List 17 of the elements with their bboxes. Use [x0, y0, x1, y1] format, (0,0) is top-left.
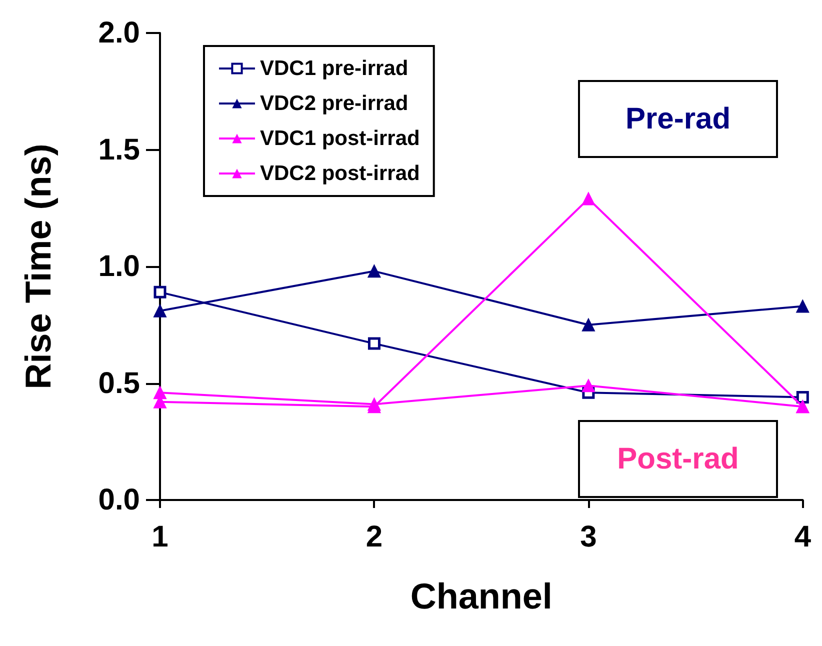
y-axis-title: Rise Time (ns): [18, 144, 58, 390]
legend-label: VDC2 post-irrad: [260, 162, 420, 185]
y-tick-label: 2.0: [98, 16, 140, 50]
y-tick-label: 1.0: [98, 250, 140, 283]
legend-label: VDC1 pre-irrad: [260, 57, 408, 80]
legend-label: VDC1 post-irrad: [260, 127, 420, 150]
y-tick-label: 0.0: [98, 484, 140, 516]
x-tick-label: 3: [580, 520, 597, 554]
x-tick-label: 2: [366, 520, 383, 554]
legend-label: VDC2 pre-irrad: [260, 92, 408, 115]
y-tick-label: 0.5: [98, 366, 140, 400]
annotation: Pre-rad: [625, 102, 731, 136]
y-tick-label: 1.5: [98, 133, 140, 166]
x-axis-title: Channel: [410, 576, 552, 616]
annotation: Post-rad: [617, 442, 739, 476]
x-tick-label: 1: [152, 520, 168, 554]
x-tick-label: 4: [794, 520, 812, 554]
